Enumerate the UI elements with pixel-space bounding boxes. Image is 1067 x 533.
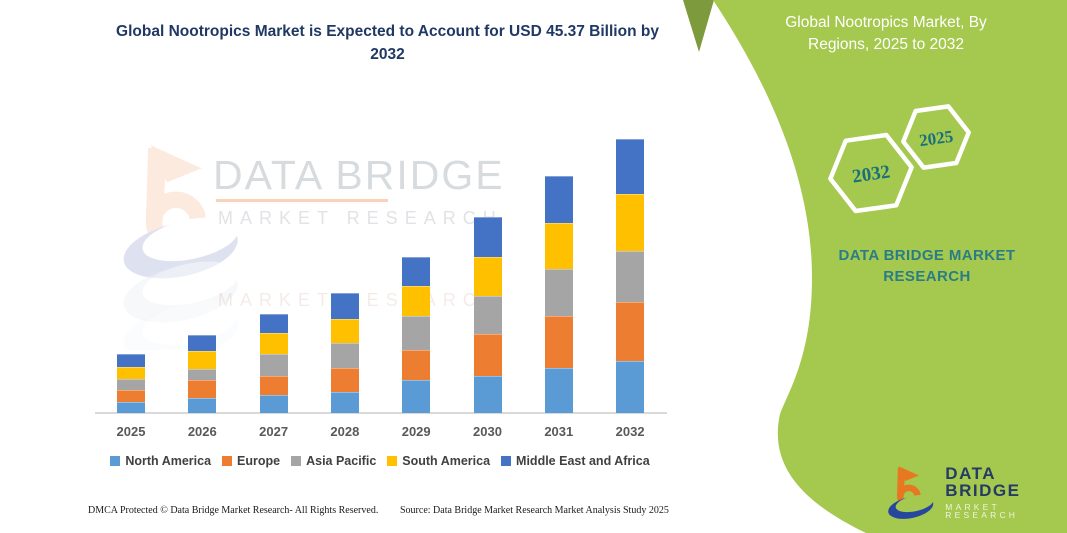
bar-segment-europe — [402, 349, 431, 380]
bar-segment-asia-pacific — [117, 379, 145, 391]
bar-segment-south-america — [473, 256, 502, 296]
bar-segment-asia-pacific — [402, 316, 431, 350]
legend-swatch-icon — [501, 456, 512, 466]
bar-segment-middle-east-and-africa — [188, 335, 217, 351]
legend-item: Asia Pacific — [291, 454, 376, 468]
bar-segment-europe — [616, 302, 645, 362]
bar-segment-north-america — [117, 402, 145, 413]
bar-segment-middle-east-and-africa — [402, 256, 431, 287]
chart-title: Global Nootropics Market is Expected to … — [116, 23, 659, 64]
bar-segment-south-america — [616, 193, 645, 251]
legend-item: South America — [387, 454, 490, 468]
hexagon-2032-label: 2032 — [851, 161, 892, 187]
bar-segment-north-america — [473, 376, 502, 413]
bar-segment-europe — [259, 375, 288, 395]
bar-segment-asia-pacific — [330, 342, 359, 368]
x-axis-label: 2030 — [473, 424, 502, 439]
bar-segment-south-america — [544, 222, 573, 270]
logo-swoosh — [888, 494, 934, 519]
hexagon-2025-outline — [901, 104, 971, 170]
bar-segment-asia-pacific — [473, 295, 502, 334]
bar-segment-europe — [473, 333, 502, 377]
bar-segment-north-america — [544, 367, 573, 413]
company-logo-tagline: MARKET RESEARCH — [945, 501, 1019, 520]
legend-item: Europe — [222, 454, 280, 468]
side-panel-title: Global Nootropics Market, By Regions, 20… — [785, 14, 987, 54]
chart-legend: North America Europe Asia Pacific South Ame… — [80, 454, 680, 468]
legend-item: Middle East and Africa — [501, 454, 650, 468]
bar-segment-north-america — [259, 394, 288, 413]
legend-swatch-icon — [291, 456, 302, 466]
x-axis-label: 2031 — [544, 424, 574, 439]
company-logo-icon — [888, 466, 934, 519]
bar-segment-south-america — [402, 286, 431, 317]
bar-segment-north-america — [402, 379, 431, 413]
company-logo-name: DATA BRIDGE — [945, 463, 1021, 500]
bar-segment-middle-east-and-africa — [544, 175, 573, 223]
bar-segment-asia-pacific — [188, 368, 217, 381]
bar-segment-north-america — [188, 397, 217, 413]
bar-segment-middle-east-and-africa — [330, 293, 359, 320]
bar-segment-middle-east-and-africa — [259, 313, 288, 333]
legend-label: Asia Pacific — [306, 454, 377, 468]
bar-segment-middle-east-and-africa — [117, 354, 145, 368]
legend-item: North America — [110, 454, 211, 468]
legend-label: South America — [402, 454, 491, 468]
source-notice: Source: Data Bridge Market Research Mark… — [400, 505, 669, 516]
hexagon-2032-outline — [828, 132, 914, 214]
company-logo-text: DATA BRIDGE MARKET RESEARCH — [945, 465, 1067, 520]
hexagon-2025-label: 2025 — [918, 127, 954, 151]
x-axis-label: 2032 — [615, 424, 645, 439]
bar-segment-asia-pacific — [544, 269, 573, 316]
legend-label: North America — [125, 454, 212, 468]
bar-segment-europe — [188, 380, 217, 398]
bar-segment-south-america — [188, 350, 217, 369]
x-axis-label: 2026 — [187, 424, 217, 439]
bar-segment-asia-pacific — [616, 250, 645, 303]
dmca-notice: DMCA Protected © Data Bridge Market Rese… — [88, 505, 379, 516]
bar-segment-north-america — [330, 392, 359, 413]
bar-segment-middle-east-and-africa — [616, 138, 645, 194]
x-axis-line — [95, 412, 667, 414]
legend-swatch-icon — [110, 456, 121, 466]
side-panel-brand-text: DATA BRIDGE MARKET RESEARCH — [838, 247, 1016, 285]
x-axis-label: 2028 — [330, 424, 360, 439]
legend-label: Europe — [237, 454, 281, 468]
x-axis-label: 2027 — [259, 424, 289, 439]
bar-segment-middle-east-and-africa — [473, 216, 502, 257]
bar-segment-europe — [544, 315, 573, 368]
legend-swatch-icon — [387, 456, 398, 466]
plot-area: 2025 2026 2027 2028 2029 2030 2031 2032 — [95, 138, 667, 439]
hexagon-2032: 2032 — [828, 132, 914, 214]
bar-segment-south-america — [330, 319, 359, 343]
bar-segment-asia-pacific — [259, 353, 288, 376]
hexagon-2025: 2025 — [901, 104, 971, 170]
company-logo: DATA BRIDGE MARKET RESEARCH — [886, 462, 1067, 522]
bar-segment-europe — [330, 367, 359, 393]
x-axis-label: 2029 — [401, 424, 431, 439]
panel-shape — [713, 0, 1067, 533]
legend-label: Middle East and Africa — [516, 454, 650, 468]
bar-segment-south-america — [259, 332, 288, 354]
bar-segment-north-america — [616, 361, 645, 413]
bar-segment-europe — [117, 390, 145, 403]
x-axis-label: 2025 — [116, 424, 146, 439]
bar-segment-south-america — [117, 367, 145, 380]
panel-corner-triangle — [683, 0, 714, 52]
legend-swatch-icon — [222, 456, 233, 466]
